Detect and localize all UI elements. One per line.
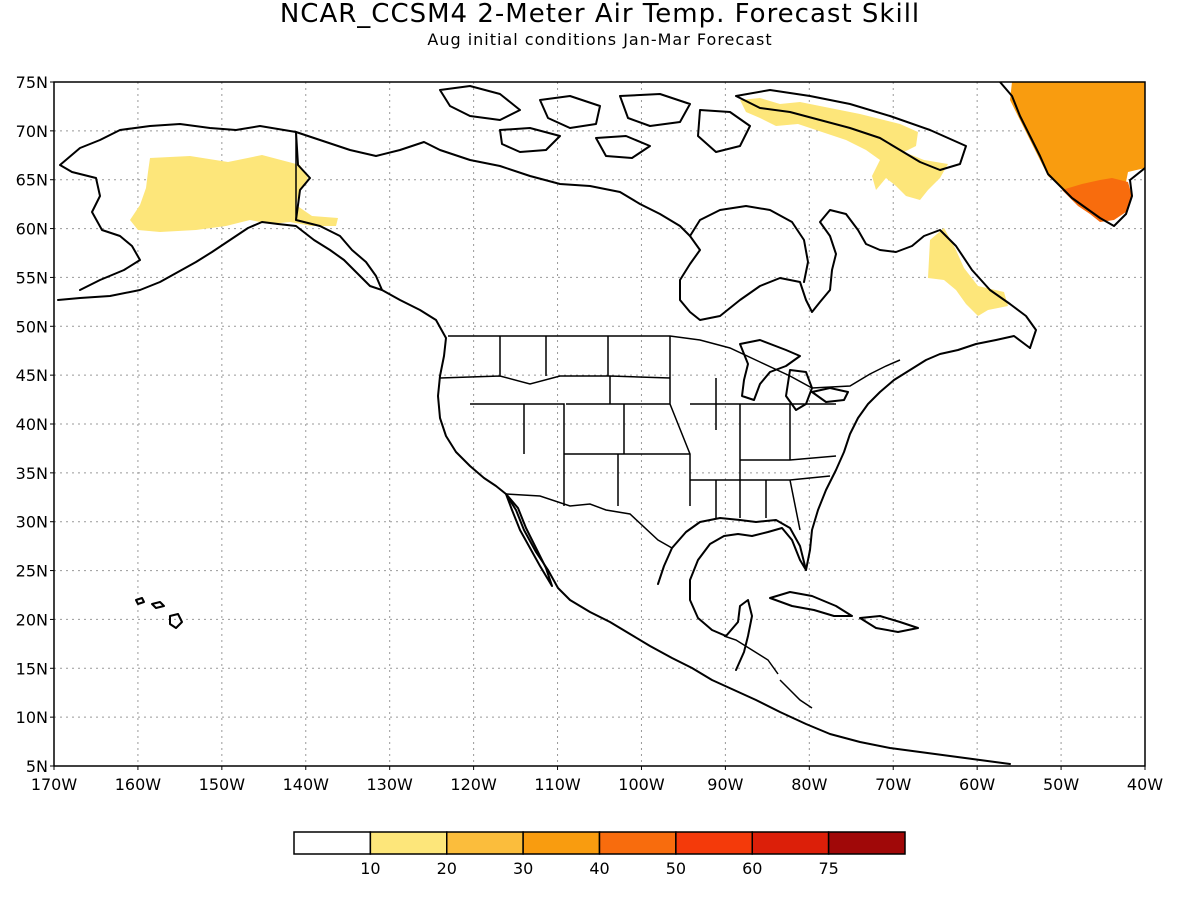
alaska-coastline xyxy=(57,123,383,301)
longitude-tick-label: 40W xyxy=(1127,775,1163,794)
latitude-tick-label: 65N xyxy=(16,171,48,190)
longitude-tick-label: 160W xyxy=(115,775,162,794)
latitude-tick-label: 60N xyxy=(16,220,48,239)
colorbar-swatch xyxy=(369,831,448,855)
longitude-labels: 170W 160W 150W 140W 130W 120W 110W 100W 90W 80W 70… xyxy=(31,766,1163,794)
us-canada-border xyxy=(448,335,901,389)
greenland-south-skill xyxy=(1062,178,1132,222)
longitude-tick-label: 120W xyxy=(450,775,497,794)
latitude-tick-label: 15N xyxy=(16,659,48,678)
us-mexico-border xyxy=(505,493,673,549)
longitude-tick-label: 140W xyxy=(283,775,330,794)
map-subtitle: Aug initial conditions Jan-Mar Forecast xyxy=(427,30,772,49)
colorbar-swatch xyxy=(293,831,372,855)
latitude-tick-label: 50N xyxy=(16,317,48,336)
longitude-tick-label: 130W xyxy=(367,775,414,794)
coastlines xyxy=(57,82,1145,765)
skill-shading xyxy=(130,82,1145,316)
longitude-tick-label: 70W xyxy=(875,775,911,794)
cuba-coastline xyxy=(769,591,919,633)
latitude-tick-label: 20N xyxy=(16,610,48,629)
latitude-tick-label: 25N xyxy=(16,562,48,581)
latitude-tick-label: 10N xyxy=(16,708,48,727)
latitude-tick-label: 35N xyxy=(16,464,48,483)
longitude-tick-label: 150W xyxy=(199,775,246,794)
baffin-skill xyxy=(740,98,948,200)
colorbar: 10 20 30 40 50 60 75 xyxy=(293,831,906,878)
longitude-tick-label: 170W xyxy=(31,775,78,794)
us-east-coastline xyxy=(805,335,1031,571)
colorbar-swatch xyxy=(446,831,524,855)
colorbar-label: 30 xyxy=(513,859,533,878)
us-states-east xyxy=(690,378,837,531)
longitude-tick-label: 50W xyxy=(1043,775,1079,794)
canada-arctic-coastline xyxy=(295,131,1037,349)
colorbar-swatch xyxy=(522,831,601,855)
latitude-tick-label: 70N xyxy=(16,122,48,141)
us-states-west xyxy=(439,336,691,506)
colorbar-swatch xyxy=(675,831,753,855)
longitude-tick-label: 80W xyxy=(791,775,827,794)
colorbar-swatch xyxy=(598,831,677,855)
colorbar-label: 75 xyxy=(818,859,838,878)
mexico-central-borders xyxy=(723,635,813,709)
political-borders xyxy=(295,132,901,709)
map-title: NCAR_CCSM4 2-Meter Air Temp. Forecast Sk… xyxy=(280,0,920,29)
latitude-tick-label: 5N xyxy=(26,757,48,776)
colorbar-label: 50 xyxy=(666,859,686,878)
latitude-tick-label: 55N xyxy=(16,268,48,287)
colorbar-label: 40 xyxy=(589,859,609,878)
colorbar-label: 60 xyxy=(742,859,762,878)
hudson-bay-coastline xyxy=(689,205,809,283)
gulf-coastline xyxy=(657,517,807,671)
greenland-coastline xyxy=(999,82,1145,227)
longitude-tick-label: 90W xyxy=(707,775,743,794)
labrador-skill xyxy=(928,228,1008,316)
colorbar-label: 10 xyxy=(360,859,380,878)
longitude-tick-label: 110W xyxy=(534,775,581,794)
us-west-coastline xyxy=(381,289,1011,765)
latitude-tick-label: 40N xyxy=(16,415,48,434)
colorbar-label: 20 xyxy=(437,859,457,878)
alaska-skill xyxy=(130,155,338,232)
longitude-tick-label: 60W xyxy=(959,775,995,794)
latitude-tick-label: 30N xyxy=(16,513,48,532)
hawaii-islands xyxy=(135,597,183,629)
colorbar-swatch xyxy=(751,831,830,855)
latitude-tick-label: 75N xyxy=(16,73,48,92)
baja-coastline xyxy=(505,493,553,587)
colorbar-swatch xyxy=(827,831,906,855)
grid-lines xyxy=(54,82,1145,766)
arctic-islands xyxy=(439,85,967,171)
latitude-labels: 75N 70N 65N 60N 55N 50N 45N 40N 35N 30N 25N 20N 15N 1… xyxy=(16,73,54,776)
latitude-tick-label: 45N xyxy=(16,366,48,385)
longitude-tick-label: 100W xyxy=(618,775,665,794)
